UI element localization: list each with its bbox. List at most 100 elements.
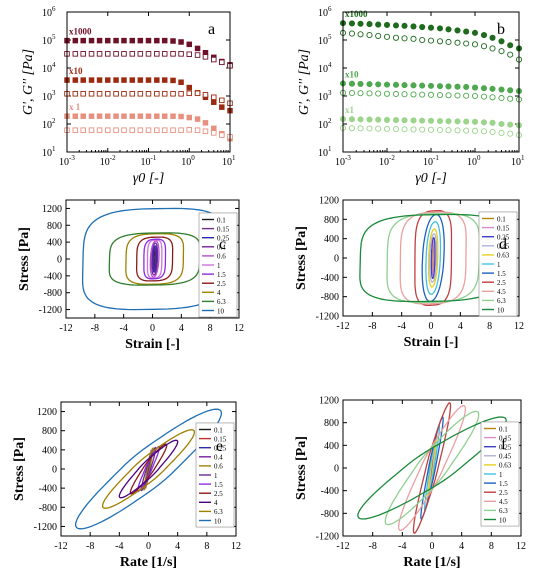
data-point (366, 81, 373, 88)
data-point (375, 116, 382, 123)
data-point (186, 90, 192, 97)
legend-label: 10 (217, 307, 225, 315)
data-point (445, 38, 452, 46)
data-point (88, 37, 95, 44)
panel-letter: f (501, 436, 507, 453)
data-point (137, 37, 144, 44)
y-tick-label: -1200 (39, 305, 62, 316)
data-point (383, 116, 391, 123)
y-tick-label: 800 (324, 418, 339, 429)
x-tick-label: 8 (487, 321, 492, 332)
y-tick-label: -400 (44, 271, 62, 282)
y-tick-label: 0 (57, 255, 62, 266)
data-point (480, 93, 488, 100)
loop-4 (125, 233, 185, 285)
data-point (498, 38, 505, 45)
data-point (498, 129, 505, 136)
data-point (186, 127, 192, 133)
data-point (96, 77, 103, 83)
panel-e: -12 -8 -4 0 4 8 12-1200-800-400040080012000.10… (12, 401, 241, 570)
panel-f: -12 -8 -4 0 4 8 12-1200-800-400040080012000.10… (294, 396, 526, 571)
data-point (507, 130, 514, 137)
data-point (392, 22, 400, 29)
data-point (178, 79, 184, 85)
data-point (427, 91, 435, 98)
panel-c: -12 -8 -4 0 4 8 12-1200-800-400040080012000.10… (17, 199, 244, 352)
y-tick-label: 400 (47, 238, 62, 249)
data-point (72, 51, 79, 57)
data-point (383, 125, 391, 132)
data-point (170, 127, 176, 133)
data-point (202, 128, 209, 135)
legend-label: 1 (497, 261, 501, 269)
data-point (145, 77, 152, 83)
x-tick-label: 0 (430, 541, 435, 552)
data-point (366, 116, 373, 123)
y-tick-label: -800 (44, 288, 62, 299)
series-x1-gdoubleprime (339, 124, 523, 139)
data-point (410, 126, 417, 133)
data-point (445, 83, 452, 90)
data-point (375, 125, 382, 132)
group-annotation: x 1 (69, 102, 81, 112)
group-annotation: x1000 (345, 9, 368, 19)
legend-label: 2.5 (217, 280, 226, 288)
data-point (392, 90, 400, 98)
data-point (72, 77, 79, 83)
y-tick-label: 104 (42, 61, 56, 75)
legend-label: 0.15 (217, 225, 230, 233)
x-tick-label: -12 (59, 323, 72, 334)
data-point (454, 27, 461, 34)
legend-label: 2.5 (497, 279, 506, 287)
loop-0p6 (149, 240, 160, 278)
legend-label: 0.63 (499, 462, 512, 470)
legend-label: 1.5 (497, 270, 506, 278)
data-point (507, 95, 514, 102)
panel-letter: b (497, 21, 505, 38)
data-point (104, 91, 111, 97)
data-point (170, 91, 176, 97)
data-point (357, 80, 364, 87)
data-point (121, 51, 127, 57)
panel-a: 10-3 10-2 10-1 100 101 101 102 103 104 105 106 x100… (21, 5, 236, 186)
y-tick-label: 103 (42, 89, 56, 103)
y-tick-label: -400 (321, 486, 339, 497)
data-point (88, 113, 95, 119)
data-point (154, 91, 160, 97)
x-axis-label: Strain [-] (404, 335, 459, 350)
data-point (348, 20, 356, 27)
legend-label: 4 (214, 499, 218, 507)
series-x1-gdoubleprime (64, 127, 233, 140)
data-point (471, 118, 479, 125)
data-point (427, 82, 435, 89)
data-point (480, 43, 488, 50)
data-point (96, 51, 103, 57)
data-point (72, 91, 79, 97)
data-point (121, 77, 127, 83)
data-point (80, 91, 86, 97)
data-point (178, 39, 184, 45)
series-x1-gprime (339, 116, 523, 129)
y-axis-label: Stress [Pa] (294, 436, 309, 500)
y-tick-label: -1200 (316, 532, 339, 543)
data-point (366, 125, 373, 132)
plot-area (74, 408, 223, 530)
data-point (410, 35, 417, 42)
data-point (88, 51, 95, 57)
y-tick-label: 101 (318, 145, 332, 159)
x-axis-label: Strain [-] (125, 337, 180, 352)
y-tick-label: 104 (318, 61, 332, 75)
loop-1p5 (421, 213, 445, 303)
data-point (427, 126, 435, 133)
legend-label: 1.5 (214, 481, 223, 489)
data-point (178, 127, 184, 133)
data-point (121, 37, 127, 44)
loop-6p3 (384, 410, 480, 526)
y-axis-label: Stress [Pa] (17, 227, 32, 291)
data-point (445, 127, 452, 134)
legend-label: 4 (217, 289, 221, 297)
data-point (154, 37, 160, 44)
x-tick-label: 101 (511, 154, 525, 168)
legend-label: 0.1 (499, 425, 508, 433)
data-point (471, 127, 479, 134)
